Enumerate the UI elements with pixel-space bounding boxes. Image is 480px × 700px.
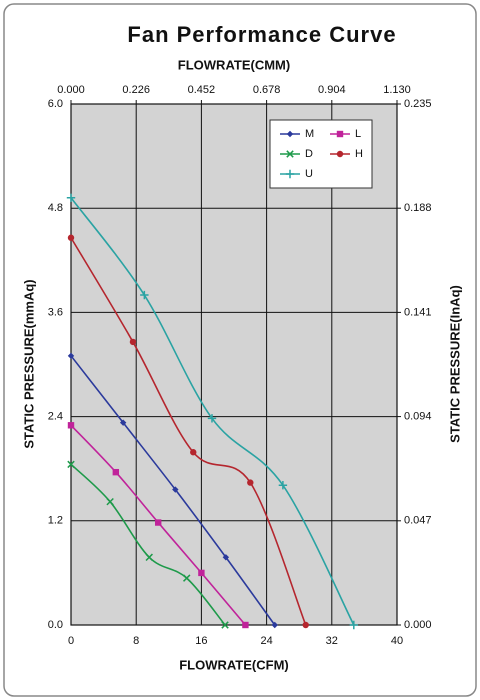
marker [67,352,75,360]
marker [140,290,149,300]
x-tick-label: 16 [195,635,207,647]
marker [67,234,75,241]
marker [278,480,288,490]
x2-tick-label: 0.452 [188,84,216,96]
marker [222,554,230,561]
y2-axis-label: STATIC PRESSURE(InAq) [447,285,462,443]
x2-tick-label: 0.678 [253,84,281,96]
marker [145,553,153,562]
y2-tick-label: 0.141 [404,306,432,318]
marker [129,338,137,346]
marker [172,486,179,493]
y2-tick-label: 0.000 [404,619,432,631]
y-tick-label: 4.8 [48,202,63,214]
marker [247,479,254,486]
y2-tick-label: 0.235 [404,98,432,110]
chart-title: Fan Performance Curve [127,22,396,47]
legend-label: H [355,148,363,160]
y-tick-label: 2.4 [48,411,63,423]
x-axis-label: FLOWRATE(CFM) [179,657,289,672]
x2-tick-label: 1.130 [383,84,411,96]
marker [285,169,295,179]
marker [106,497,114,506]
plot-area [71,104,397,625]
legend-label: L [355,128,361,140]
x2-axis-label: FLOWRATE(CMM) [178,57,290,72]
x-tick-label: 0 [68,635,74,647]
marker [349,620,359,630]
marker [67,460,75,469]
marker [302,621,309,629]
marker [66,193,76,202]
x2-tick-label: 0.904 [318,84,346,96]
y2-tick-label: 0.047 [404,515,432,527]
legend-label: U [305,168,313,180]
marker [221,621,229,629]
marker [112,468,120,476]
x-tick-label: 32 [326,635,338,647]
marker [67,422,75,429]
plot-border [70,103,398,626]
marker [286,150,294,158]
marker [286,130,294,138]
marker [190,449,197,456]
marker [155,519,162,526]
marker [336,150,344,158]
y-tick-label: 3.6 [48,306,63,318]
y2-tick-label: 0.094 [404,411,432,423]
legend-label: D [305,148,313,160]
y-tick-label: 0.0 [48,619,63,631]
x2-tick-label: 0.000 [57,84,85,96]
marker [119,419,127,426]
x-tick-label: 24 [260,635,272,647]
marker [182,574,191,582]
marker [198,569,205,577]
y-tick-label: 1.2 [48,515,63,527]
y-tick-label: 6.0 [48,98,63,110]
marker [336,130,344,138]
marker [271,621,278,629]
x-tick-label: 8 [133,635,139,647]
marker [242,621,249,629]
x-tick-label: 40 [391,635,403,647]
y2-tick-label: 0.188 [404,202,432,214]
marker [207,414,217,423]
x2-tick-label: 0.226 [122,84,150,96]
legend-label: M [305,128,314,140]
y-axis-label: STATIC PRESSURE(mmAq) [21,279,36,448]
